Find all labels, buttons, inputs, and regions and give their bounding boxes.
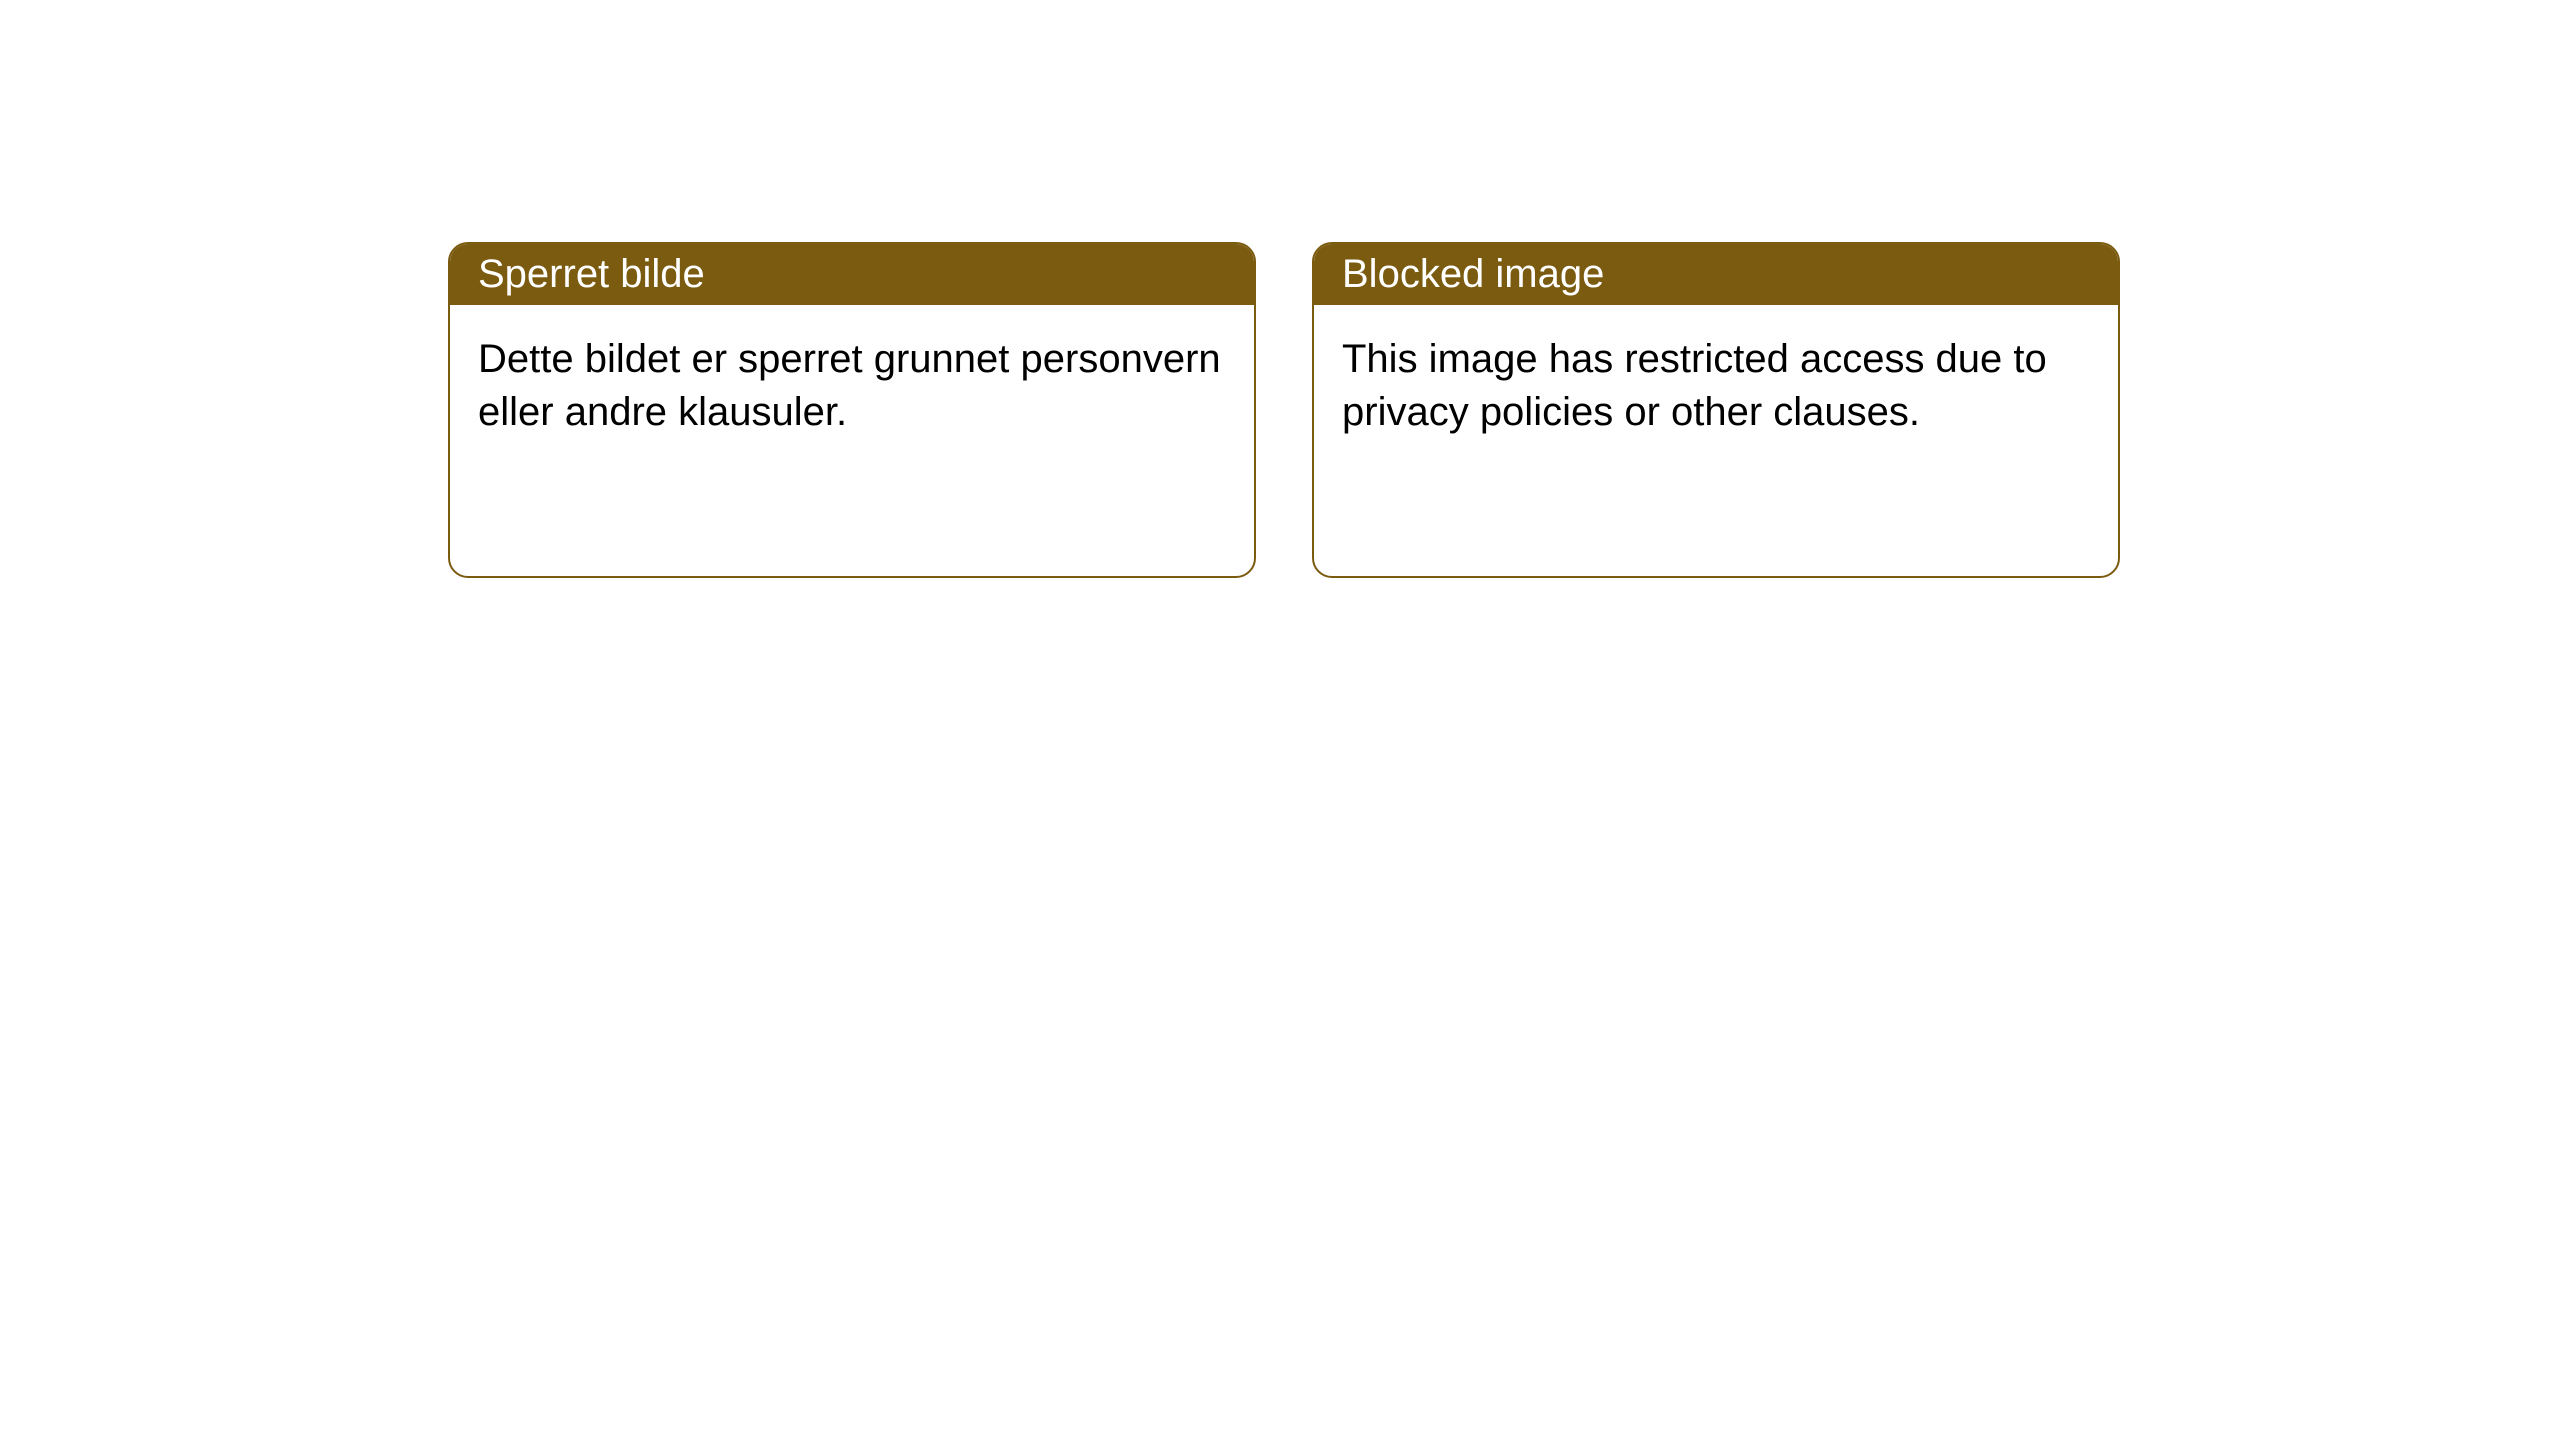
notice-card-title: Sperret bilde [450, 244, 1254, 305]
notice-card-no: Sperret bilde Dette bildet er sperret gr… [448, 242, 1256, 578]
notice-card-title: Blocked image [1314, 244, 2118, 305]
notice-card-body: Dette bildet er sperret grunnet personve… [450, 305, 1254, 467]
notice-card-body: This image has restricted access due to … [1314, 305, 2118, 467]
notice-cards-row: Sperret bilde Dette bildet er sperret gr… [0, 0, 2560, 578]
notice-card-en: Blocked image This image has restricted … [1312, 242, 2120, 578]
